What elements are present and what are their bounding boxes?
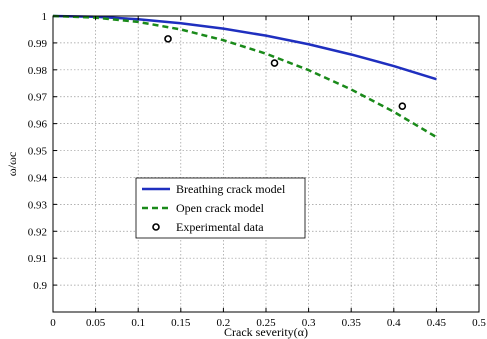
y-tick-label: 0.97 [28, 92, 48, 104]
y-tick-label: 0.95 [28, 146, 48, 158]
y-tick-label: 0.94 [28, 172, 48, 184]
experimental-data-point [164, 35, 172, 43]
legend-entry-label: Breathing crack model [176, 182, 286, 196]
x-tick-label: 0.3 [302, 317, 316, 329]
x-tick-label: 0 [50, 317, 56, 329]
y-tick-label: 0.99 [28, 38, 48, 50]
y-tick-label: 0.92 [28, 226, 47, 238]
y-tick-label: 0.98 [28, 65, 48, 77]
x-tick-label: 0.35 [342, 317, 362, 329]
ticks: 0 0.05 0.1 0.15 0.2 0.25 0.3 0.35 0.4 0.45 0.5 0.9 0… [28, 11, 487, 329]
x-tick-label: 0.4 [387, 317, 401, 329]
x-axis-label: Crack severity(α) [224, 325, 308, 339]
x-tick-label: 0.25 [256, 317, 276, 329]
legend: Breathing crack model Open crack model Exp… [135, 177, 306, 239]
x-tick-label: 0.2 [217, 317, 231, 329]
x-tick-label: 0.05 [86, 317, 106, 329]
y-tick-label: 0.96 [28, 119, 48, 131]
y-tick-label: 0.93 [28, 199, 48, 211]
y-tick-label: 0.9 [33, 280, 47, 292]
y-axis-label: ω/ωc [5, 152, 19, 176]
x-tick-label: 0.45 [427, 317, 447, 329]
experimental-data-point [398, 102, 407, 110]
y-tick-label: 1 [42, 11, 48, 23]
x-tick-label: 0.1 [131, 317, 145, 329]
experimental-data-point [270, 59, 279, 67]
series-layer [52, 14, 438, 139]
x-tick-label: 0.15 [171, 317, 191, 329]
legend-swatch-marker [152, 223, 160, 231]
series-line-1 [52, 14, 437, 81]
x-tick-label: 0.5 [472, 317, 486, 329]
legend-entry-label: Open crack model [176, 201, 265, 215]
series-line-2 [52, 14, 438, 139]
y-tick-label: 0.91 [28, 253, 47, 265]
legend-entry-label: Experimental data [176, 220, 264, 234]
grid [53, 16, 479, 312]
